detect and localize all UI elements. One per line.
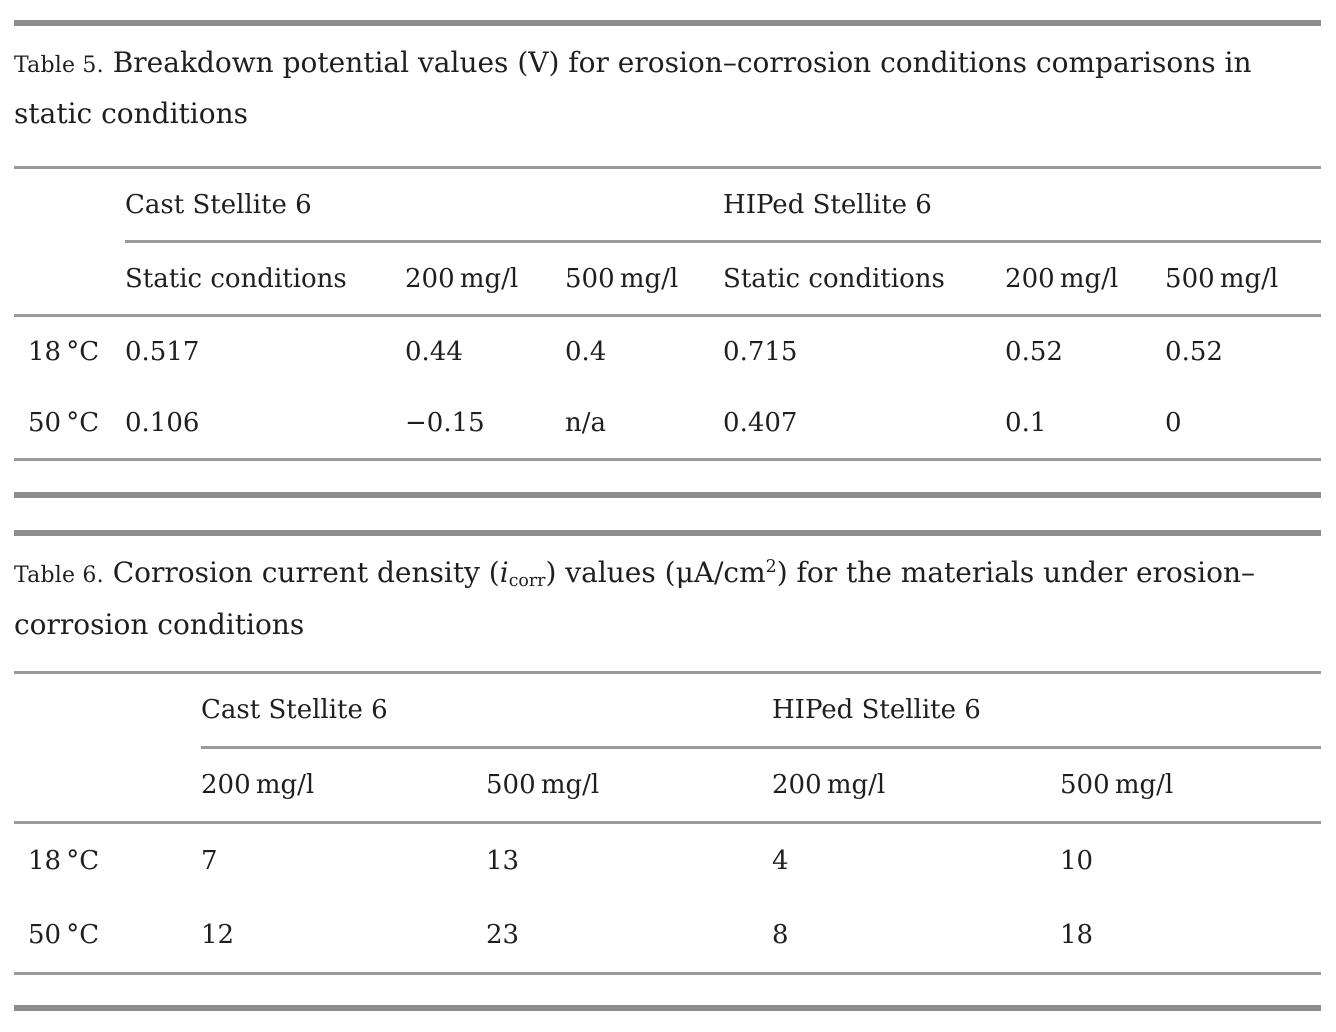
table6-row-50c: 50 °C 12 23 8 18 xyxy=(14,898,1321,974)
table5-bottom-thick-rule xyxy=(14,492,1321,498)
table6-col-header: 200 mg/l xyxy=(772,747,1060,824)
table6-label: Table 6. xyxy=(14,563,104,588)
table-cell: 0.517 xyxy=(125,337,200,368)
table6-section: Table 6. Corrosion current density (icor… xyxy=(14,530,1321,1011)
table5-caption: Table 5. Breakdown potential values (V) … xyxy=(14,39,1321,138)
table-cell: 4 xyxy=(772,845,789,876)
table6-group-header-hiped: HIPed Stellite 6 xyxy=(772,672,1321,749)
table5: Cast Stellite 6 HIPed Stellite 6 Static … xyxy=(14,166,1322,461)
table6-group-header-cast: Cast Stellite 6 xyxy=(201,672,772,749)
table6-caption-line2: corrosion conditions xyxy=(14,608,305,641)
icorr-variable: i xyxy=(499,556,509,589)
table-cell: 18 xyxy=(1060,919,1094,950)
table6-caption-part3: ) for the materials under erosion– xyxy=(776,556,1255,589)
table6-bottom-thick-rule xyxy=(14,1005,1321,1011)
table5-col-header: 500 mg/l xyxy=(1165,241,1322,317)
table-cell: 23 xyxy=(486,919,520,950)
table6-col-header: 500 mg/l xyxy=(1060,747,1321,824)
table-cell: 12 xyxy=(201,919,235,950)
row-label: 50 °C xyxy=(28,407,100,438)
table-cell: 7 xyxy=(201,845,218,876)
table5-col-header: 200 mg/l xyxy=(405,241,565,317)
table6-caption-part1: Corrosion current density ( xyxy=(112,556,500,589)
table-cell: 0.4 xyxy=(565,337,607,368)
table5-column-header-row: Static conditions 200 mg/l 500 mg/l Stat… xyxy=(14,241,1322,317)
page-content: Table 5. Breakdown potential values (V) … xyxy=(0,20,1336,1011)
table5-label: Table 5. xyxy=(14,53,104,78)
table-cell: 10 xyxy=(1060,845,1094,876)
table6-header-empty xyxy=(14,747,201,824)
table-cell: 0.715 xyxy=(723,337,798,368)
table5-col-header: 200 mg/l xyxy=(1005,241,1166,317)
table6-col-header: 200 mg/l xyxy=(201,747,486,824)
table5-group-header-hiped: HIPed Stellite 6 xyxy=(723,167,1322,243)
table-cell: 8 xyxy=(772,919,789,950)
table5-top-thick-rule xyxy=(14,20,1321,26)
table-cell: 0.1 xyxy=(1005,407,1047,438)
cm-squared-superscript: 2 xyxy=(765,557,777,578)
table6-group-header-row: Cast Stellite 6 HIPed Stellite 6 xyxy=(14,672,1321,749)
table5-col-header: 500 mg/l xyxy=(565,241,724,317)
table-cell: 0.44 xyxy=(405,337,463,368)
table-cell: 0.52 xyxy=(1165,337,1223,368)
table5-corner-cell xyxy=(14,168,125,242)
table5-section: Table 5. Breakdown potential values (V) … xyxy=(14,20,1322,498)
table5-caption-line2: static conditions xyxy=(14,97,249,130)
table6: Cast Stellite 6 HIPed Stellite 6 200 mg/… xyxy=(14,671,1321,975)
table6-caption: Table 6. Corrosion current density (icor… xyxy=(14,549,1321,649)
table-cell: 0.407 xyxy=(723,407,798,438)
table-cell: 0.52 xyxy=(1005,337,1063,368)
table-cell: n/a xyxy=(565,407,607,438)
table5-col-header: Static conditions xyxy=(723,241,1006,317)
row-label: 50 °C xyxy=(28,919,100,950)
row-label: 18 °C xyxy=(28,337,100,368)
table-cell: −0.15 xyxy=(405,407,485,438)
table5-header-empty xyxy=(14,241,125,317)
table5-col-header: Static conditions xyxy=(125,241,405,317)
table-cell: 0 xyxy=(1165,407,1182,438)
row-label: 18 °C xyxy=(28,845,100,876)
table6-top-thick-rule xyxy=(14,530,1321,536)
table6-corner-cell xyxy=(14,673,201,748)
table6-row-18c: 18 °C 7 13 4 10 xyxy=(14,823,1321,898)
table-cell: 13 xyxy=(486,845,520,876)
table5-row-18c: 18 °C 0.517 0.44 0.4 0.715 0.52 0.52 xyxy=(14,316,1321,388)
icorr-subscript: corr xyxy=(508,570,546,591)
table5-caption-line1: Breakdown potential values (V) for erosi… xyxy=(112,46,1252,79)
table6-caption-part2: ) values (μA/cm xyxy=(545,556,766,589)
table6-col-header: 500 mg/l xyxy=(486,747,772,824)
table5-row-50c: 50 °C 0.106 −0.15 n/a 0.407 0.1 0 xyxy=(14,388,1321,460)
table-cell: 0.106 xyxy=(125,407,200,438)
table5-group-header-cast: Cast Stellite 6 xyxy=(125,167,724,243)
table5-group-header-row: Cast Stellite 6 HIPed Stellite 6 xyxy=(14,167,1322,243)
table6-column-header-row: 200 mg/l 500 mg/l 200 mg/l 500 mg/l xyxy=(14,747,1321,824)
